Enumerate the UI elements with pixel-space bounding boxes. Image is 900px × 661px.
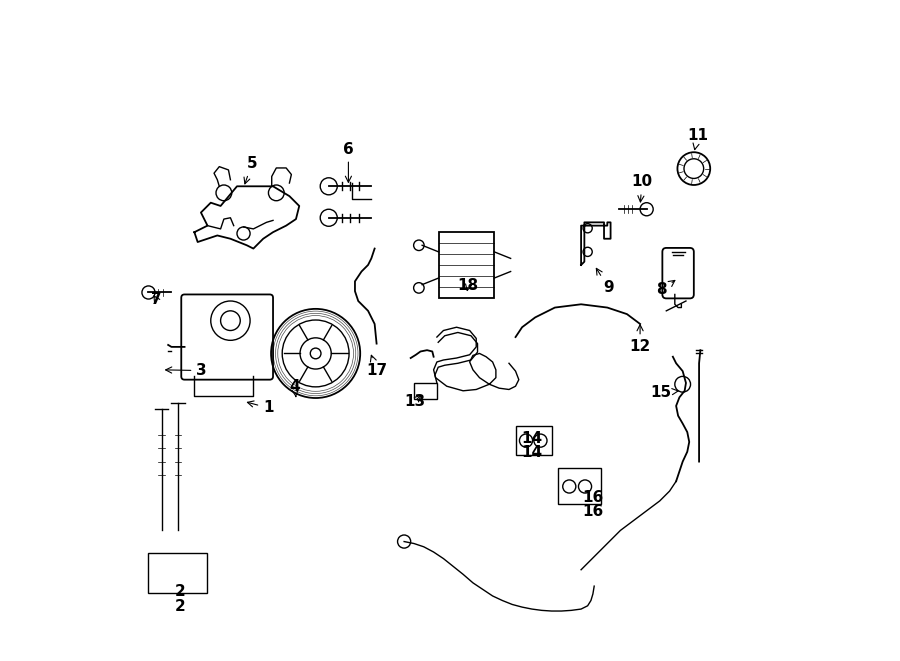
Text: 11: 11 xyxy=(688,128,708,149)
Bar xyxy=(414,383,436,399)
Bar xyxy=(148,553,208,593)
Text: 6: 6 xyxy=(343,141,354,182)
Text: 16: 16 xyxy=(582,504,604,519)
Text: 12: 12 xyxy=(629,325,651,354)
Bar xyxy=(558,468,601,504)
Text: 7: 7 xyxy=(151,292,162,307)
Text: 14: 14 xyxy=(521,446,543,460)
Text: 2: 2 xyxy=(175,584,185,599)
Text: 14: 14 xyxy=(521,431,543,446)
Text: 18: 18 xyxy=(458,278,479,293)
Text: 16: 16 xyxy=(582,490,604,505)
Text: 2: 2 xyxy=(175,600,185,614)
Text: 1: 1 xyxy=(248,401,274,415)
Text: 9: 9 xyxy=(597,268,614,295)
Text: 3: 3 xyxy=(166,363,207,378)
Text: 13: 13 xyxy=(404,394,425,409)
Text: 5: 5 xyxy=(244,156,257,184)
Bar xyxy=(438,232,494,297)
Text: 10: 10 xyxy=(632,175,652,202)
Text: 8: 8 xyxy=(656,280,675,297)
Bar xyxy=(516,426,552,455)
Text: 17: 17 xyxy=(366,355,387,378)
Text: 15: 15 xyxy=(651,385,679,401)
Text: 4: 4 xyxy=(289,379,300,397)
